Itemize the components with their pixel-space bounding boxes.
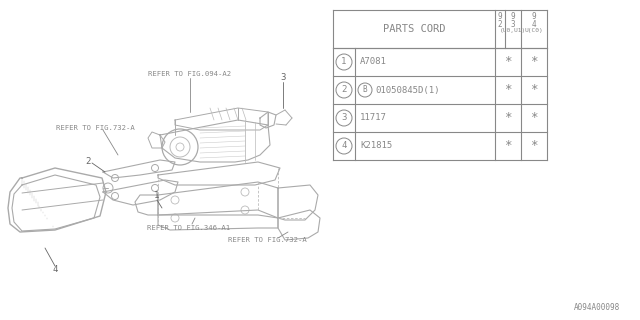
Text: 3: 3 [511, 20, 515, 29]
Text: 1: 1 [154, 191, 160, 201]
Text: 4: 4 [532, 20, 536, 29]
Text: *: * [531, 140, 538, 153]
Text: 1: 1 [341, 58, 347, 67]
Text: REFER TO FIG.094-A2: REFER TO FIG.094-A2 [148, 71, 231, 77]
Text: A7081: A7081 [360, 58, 387, 67]
Text: A094A00098: A094A00098 [573, 303, 620, 312]
Text: B: B [363, 85, 367, 94]
Text: *: * [531, 111, 538, 124]
Text: *: * [504, 111, 512, 124]
Text: 9: 9 [511, 12, 515, 21]
Text: 3: 3 [280, 74, 285, 83]
Text: 4: 4 [341, 141, 347, 150]
Text: 3: 3 [341, 114, 347, 123]
Text: REFER TO FIG.732-A: REFER TO FIG.732-A [228, 237, 307, 243]
Text: K21815: K21815 [360, 141, 392, 150]
Text: 2: 2 [341, 85, 347, 94]
Text: *: * [531, 55, 538, 68]
Text: 4: 4 [52, 266, 58, 275]
Text: *: * [531, 84, 538, 97]
Text: (U0,U1): (U0,U1) [500, 28, 526, 33]
Text: REFER TO FIG.346-A1: REFER TO FIG.346-A1 [147, 225, 230, 231]
Text: 11717: 11717 [360, 114, 387, 123]
Text: PARTS CORD: PARTS CORD [383, 24, 445, 34]
Text: 01050845D(1): 01050845D(1) [375, 85, 440, 94]
Text: U(C0): U(C0) [525, 28, 543, 33]
Text: 2: 2 [498, 20, 502, 29]
Text: 9: 9 [532, 12, 536, 21]
Text: 2: 2 [85, 157, 91, 166]
Text: 9: 9 [498, 12, 502, 21]
Text: REFER TO FIG.732-A: REFER TO FIG.732-A [56, 125, 135, 131]
Text: *: * [504, 55, 512, 68]
Text: *: * [504, 140, 512, 153]
Text: *: * [504, 84, 512, 97]
